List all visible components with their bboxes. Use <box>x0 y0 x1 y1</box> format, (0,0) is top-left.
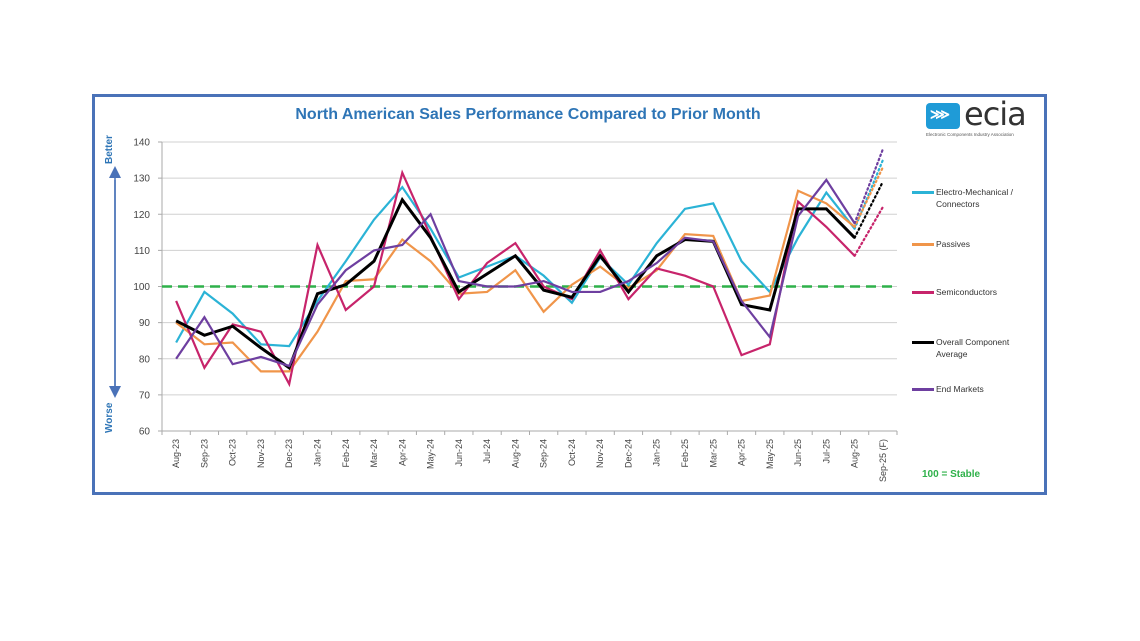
x-tick-label: Aug-25 <box>850 439 860 468</box>
x-tick-label: Feb-24 <box>341 439 351 468</box>
ecia-logo-icon: ⋙ <box>926 103 960 129</box>
x-tick-label: Oct-24 <box>567 439 577 466</box>
y-tick-label: 110 <box>134 246 150 257</box>
y-tick-label: 140 <box>133 138 150 149</box>
forecast-line-overall-component-average <box>853 180 884 239</box>
legend-swatch <box>912 243 934 246</box>
legend-swatch <box>912 191 934 194</box>
legend-label: Passives <box>936 239 971 249</box>
x-tick-label: Mar-24 <box>369 439 379 468</box>
x-tick-label: Jul-24 <box>482 439 492 464</box>
stable-note: 100 = Stable <box>922 469 981 480</box>
logo-subtitle: Electronic Components Industry Associati… <box>926 132 1014 137</box>
y-tick-label: 100 <box>133 282 150 293</box>
legend-label: Electro-Mechanical / Connectors <box>936 187 1014 209</box>
x-tick-label: Jun-25 <box>793 439 803 467</box>
chart-title: North American Sales Performance Compare… <box>295 106 761 123</box>
x-tick-label: Jul-25 <box>821 439 831 464</box>
x-tick-label: Sep-23 <box>199 439 209 468</box>
legend-item: End Markets <box>912 383 1031 395</box>
y-tick-label: 130 <box>133 174 150 185</box>
x-tick-label: May-25 <box>765 439 775 469</box>
series-line-semiconductors <box>175 169 856 388</box>
x-tick-label: Jan-24 <box>312 439 322 467</box>
x-tick-label: Apr-25 <box>737 439 747 466</box>
legend-label: Overall Component Average <box>936 337 1010 359</box>
y-tick-label: 60 <box>139 427 151 438</box>
ecia-logo: ⋙ ecia Electronic Components Industry As… <box>926 95 1044 141</box>
y-tick-label: 80 <box>139 354 151 365</box>
x-tick-label: Dec-24 <box>623 439 633 468</box>
legend-label: Semiconductors <box>936 287 997 297</box>
legend-label: End Markets <box>936 384 984 394</box>
x-tick-label: Mar-25 <box>708 439 718 468</box>
x-tick-label: Feb-25 <box>680 439 690 468</box>
legend-item: Passives <box>912 238 1031 250</box>
x-tick-label: Jan-25 <box>652 439 662 467</box>
x-tick-label: Aug-23 <box>171 439 181 468</box>
legend-swatch <box>912 291 934 294</box>
y-tick-label: 70 <box>139 390 151 401</box>
forecast-line-electro-mechanical-connectors <box>853 158 884 230</box>
legend-swatch <box>912 388 934 391</box>
logo-text: ecia <box>964 95 1027 133</box>
legend-item: Semiconductors <box>912 286 1031 298</box>
x-tick-label: Oct-23 <box>228 439 238 466</box>
x-tick-label: Apr-24 <box>397 439 407 466</box>
series-line-overall-component-average <box>175 196 856 371</box>
y-tick-label: 120 <box>133 210 150 221</box>
chart-frame <box>92 94 1047 495</box>
x-tick-label: Dec-23 <box>284 439 294 468</box>
x-tick-label: Sep-25 (F) <box>878 439 888 482</box>
x-tick-label: Aug-24 <box>510 439 520 468</box>
x-tick-label: May-24 <box>426 439 436 469</box>
series-line-end-markets <box>175 178 856 368</box>
legend-item: Overall Component Average <box>912 336 1031 360</box>
x-tick-label: Jun-24 <box>454 439 464 467</box>
y-tick-label: 90 <box>139 318 151 329</box>
forecast-line-semiconductors <box>853 205 884 257</box>
forecast-line-passives <box>853 166 884 228</box>
x-tick-label: Sep-24 <box>539 439 549 468</box>
x-tick-label: Nov-24 <box>595 439 605 468</box>
legend-item: Electro-Mechanical / Connectors <box>912 186 1031 210</box>
x-tick-label: Nov-23 <box>256 439 266 468</box>
forecast-line-end-markets <box>853 148 884 225</box>
legend-swatch <box>912 341 934 344</box>
